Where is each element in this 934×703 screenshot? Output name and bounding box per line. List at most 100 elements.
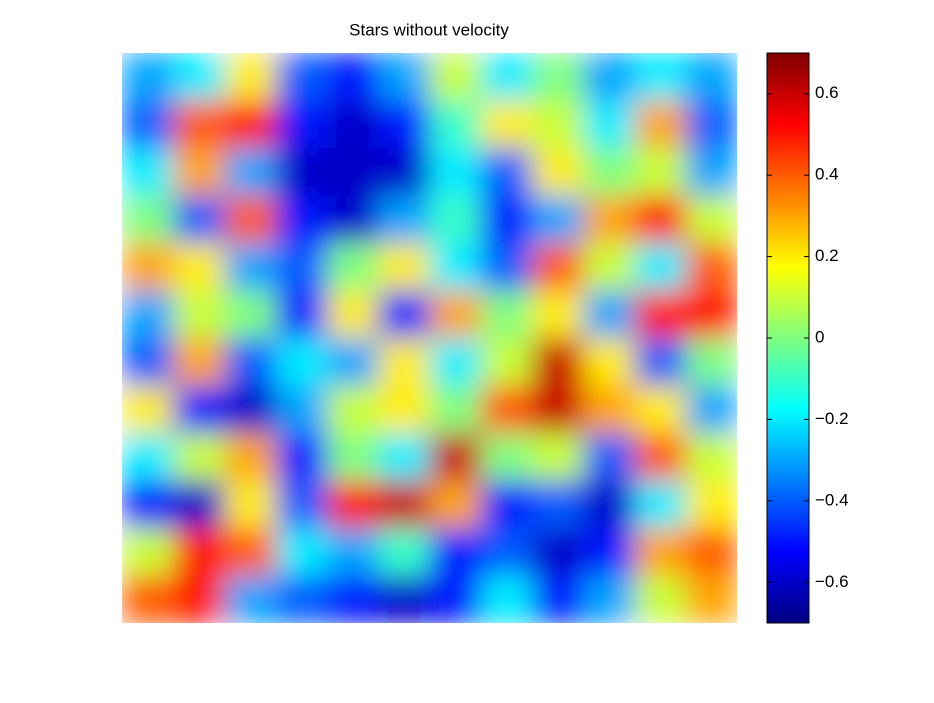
heatmap-cell xyxy=(429,575,482,623)
heatmap-cell xyxy=(685,433,737,481)
heatmap-cell xyxy=(122,148,174,196)
heatmap-cell xyxy=(378,243,430,291)
heatmap-cell xyxy=(173,385,225,434)
heatmap-cell xyxy=(532,290,584,339)
heatmap-cell xyxy=(224,433,277,481)
heatmap-cell xyxy=(327,290,379,339)
colorbar-tick-label: 0 xyxy=(815,327,824,346)
heatmap-cell xyxy=(532,433,584,481)
heatmap-cell xyxy=(685,100,737,149)
heatmap-cell xyxy=(480,243,533,291)
heatmap-cell xyxy=(634,433,687,481)
heatmap-cell xyxy=(275,243,328,291)
heatmap-cell xyxy=(275,385,328,434)
heatmap-cell xyxy=(685,243,737,291)
heatmap-cell xyxy=(378,148,430,196)
heatmap-cell xyxy=(378,385,430,434)
heatmap-cell xyxy=(378,53,430,101)
heatmap xyxy=(122,53,737,623)
heatmap-cell xyxy=(275,480,328,529)
heatmap-cell xyxy=(480,385,533,434)
heatmap-cell xyxy=(532,148,584,196)
heatmap-cell xyxy=(583,338,635,386)
heatmap-cell xyxy=(429,528,482,576)
heatmap-cell xyxy=(224,575,277,623)
heatmap-cell xyxy=(685,480,737,529)
heatmap-cell xyxy=(480,148,533,196)
heatmap-cell xyxy=(122,575,174,623)
heatmap-cell xyxy=(327,243,379,291)
heatmap-cell xyxy=(583,100,635,149)
heatmap-cell xyxy=(378,528,430,576)
heatmap-cell xyxy=(327,385,379,434)
heatmap-cell xyxy=(224,100,277,149)
heatmap-cell xyxy=(378,575,430,623)
heatmap-cell xyxy=(122,243,174,291)
heatmap-cell xyxy=(480,528,533,576)
heatmap-cell xyxy=(327,338,379,386)
heatmap-cell xyxy=(583,195,635,244)
heatmap-cell xyxy=(685,575,737,623)
heatmap-cell xyxy=(685,290,737,339)
heatmap-cell xyxy=(685,528,737,576)
heatmap-cell xyxy=(224,148,277,196)
heatmap-cell xyxy=(532,100,584,149)
heatmap-cell xyxy=(429,195,482,244)
heatmap-cell xyxy=(173,528,225,576)
heatmap-cell xyxy=(173,148,225,196)
heatmap-cell xyxy=(532,243,584,291)
heatmap-cell xyxy=(480,433,533,481)
heatmap-cell xyxy=(378,480,430,529)
heatmap-cell xyxy=(429,243,482,291)
heatmap-cell xyxy=(532,385,584,434)
heatmap-cell xyxy=(224,338,277,386)
heatmap-cell xyxy=(275,290,328,339)
heatmap-cell xyxy=(327,195,379,244)
heatmap-cell xyxy=(480,290,533,339)
heatmap-cell xyxy=(173,195,225,244)
heatmap-cell xyxy=(634,528,687,576)
colorbar-ticks: −0.6 −0.4 −0.2 0 0.2 0.4 0.6 xyxy=(767,83,849,591)
heatmap-cell xyxy=(275,575,328,623)
heatmap-cell xyxy=(532,528,584,576)
heatmap-cell xyxy=(685,385,737,434)
colorbar-tick-label: −0.4 xyxy=(815,490,849,509)
heatmap-cell xyxy=(480,195,533,244)
heatmap-cell xyxy=(224,195,277,244)
heatmap-cell xyxy=(583,290,635,339)
heatmap-cell xyxy=(327,575,379,623)
heatmap-cell xyxy=(634,148,687,196)
chart-title: Stars without velocity xyxy=(349,20,509,39)
heatmap-cell xyxy=(583,575,635,623)
heatmap-cell xyxy=(429,148,482,196)
heatmap-cell xyxy=(583,385,635,434)
heatmap-cell xyxy=(634,338,687,386)
heatmap-cell xyxy=(275,100,328,149)
heatmap-cell xyxy=(685,148,737,196)
heatmap-cell xyxy=(173,290,225,339)
heatmap-cell xyxy=(532,338,584,386)
heatmap-cell xyxy=(122,385,174,434)
heatmap-cell xyxy=(224,528,277,576)
heatmap-cell xyxy=(275,195,328,244)
heatmap-cell xyxy=(429,290,482,339)
heatmap-cell xyxy=(480,100,533,149)
heatmap-cell xyxy=(122,480,174,529)
heatmap-cell xyxy=(685,53,737,101)
heatmap-cell xyxy=(173,243,225,291)
heatmap-cell xyxy=(224,480,277,529)
heatmap-cell xyxy=(429,338,482,386)
heatmap-cell xyxy=(583,243,635,291)
heatmap-cell xyxy=(173,338,225,386)
heatmap-cell xyxy=(275,338,328,386)
heatmap-cell xyxy=(327,53,379,101)
heatmap-cell xyxy=(378,338,430,386)
heatmap-cell xyxy=(634,290,687,339)
heatmap-cell xyxy=(429,480,482,529)
heatmap-cell xyxy=(122,100,174,149)
heatmap-cell xyxy=(583,528,635,576)
colorbar-tick-label: −0.6 xyxy=(815,572,849,591)
heatmap-cell xyxy=(173,433,225,481)
heatmap-cell xyxy=(173,480,225,529)
